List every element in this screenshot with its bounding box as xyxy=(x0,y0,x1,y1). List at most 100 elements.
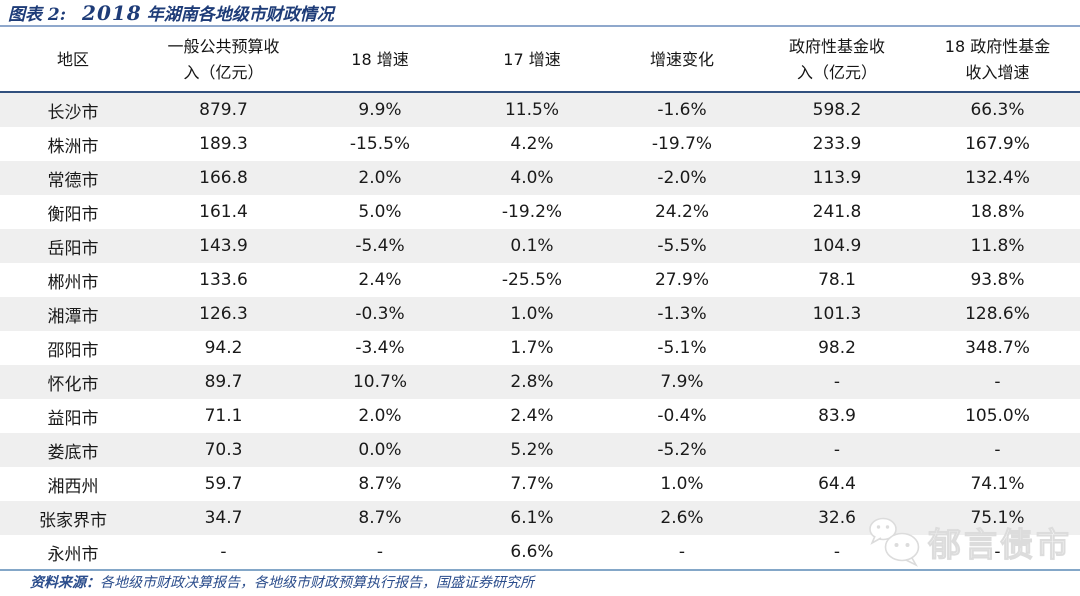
value-cell: 126.3 xyxy=(199,304,248,324)
value-cell: 1.7% xyxy=(510,338,554,358)
region-cell: 株洲市 xyxy=(47,136,99,157)
value-cell: 59.7 xyxy=(204,474,243,494)
value-cell: 89.7 xyxy=(204,372,243,392)
value-cell: -2.0% xyxy=(657,168,707,188)
table-row: 益阳市 71.1 2.0% 2.4% -0.4% 83.9 105.0% xyxy=(0,399,1080,433)
region-cell: 怀化市 xyxy=(47,374,99,395)
value-cell: 132.4% xyxy=(965,168,1030,188)
region-cell: 岳阳市 xyxy=(47,238,99,259)
figure-title: 图表 2: 2018 年湖南各地级市财政情况 xyxy=(8,0,334,26)
value-cell: 2.6% xyxy=(660,508,704,528)
value-cell: 6.1% xyxy=(510,508,554,528)
value-cell: 166.8 xyxy=(199,168,248,188)
value-cell: -0.3% xyxy=(355,304,405,324)
value-cell: 64.4 xyxy=(818,474,856,494)
value-cell: -25.5% xyxy=(501,270,563,290)
region-cell: 永州市 xyxy=(0,535,146,571)
value-cell: - xyxy=(301,535,459,571)
region-cell: 衡阳市 xyxy=(47,204,99,225)
value-cell: 18.8% xyxy=(970,202,1025,222)
value-cell: 71.1 xyxy=(204,406,243,426)
table-body: 长沙市 879.7 9.9% 11.5% -1.6% 598.2 66.3% 株洲市 189.3… xyxy=(0,92,1080,571)
region-cell: 常德市 xyxy=(47,170,99,191)
value-cell: 74.1% xyxy=(970,474,1025,494)
table-row: 郴州市 133.6 2.4% -25.5% 27.9% 78.1 93.8% xyxy=(0,263,1080,297)
source-label: 资料来源： xyxy=(30,575,100,591)
value-cell: 133.6 xyxy=(199,270,248,290)
value-cell: 34.7 xyxy=(204,508,243,528)
value-cell: - xyxy=(605,535,759,571)
value-cell: 128.6% xyxy=(965,304,1030,324)
value-cell: 161.4 xyxy=(199,202,248,222)
value-cell: - xyxy=(994,440,1001,460)
value-cell: - xyxy=(915,535,1080,571)
value-cell: 5.2% xyxy=(510,440,554,460)
figure-title-text: 年湖南各地级市财政情况 xyxy=(146,5,334,25)
value-cell: -5.2% xyxy=(657,440,707,460)
value-cell: 6.6% xyxy=(459,535,605,571)
table-row: 张家界市 34.7 8.7% 6.1% 2.6% 32.6 75.1% xyxy=(0,501,1080,535)
value-cell: 2.4% xyxy=(358,270,402,290)
value-cell: - xyxy=(994,372,1001,392)
value-cell: 2.8% xyxy=(510,372,554,392)
value-cell: 104.9 xyxy=(812,236,862,256)
value-cell: 83.9 xyxy=(818,406,856,426)
column-header-0: 地区 xyxy=(0,28,146,93)
value-cell: 11.8% xyxy=(970,236,1025,256)
table-row: 永州市 - -6.6% - - - xyxy=(0,535,1080,571)
table-row: 湘西州 59.7 8.7% 7.7% 1.0% 64.4 74.1% xyxy=(0,467,1080,501)
value-cell: 2.4% xyxy=(510,406,554,426)
region-cell: 益阳市 xyxy=(47,408,99,429)
value-cell: -5.1% xyxy=(657,338,707,358)
value-cell: 348.7% xyxy=(965,338,1030,358)
value-cell: 7.9% xyxy=(660,372,704,392)
value-cell: 27.9% xyxy=(654,270,709,290)
value-cell: 879.7 xyxy=(199,100,248,120)
region-cell: 郴州市 xyxy=(47,272,99,293)
value-cell: -19.7% xyxy=(651,134,713,154)
value-cell: -19.2% xyxy=(501,202,563,222)
value-cell: 0.0% xyxy=(358,440,402,460)
value-cell: 7.7% xyxy=(510,474,554,494)
value-cell: 189.3 xyxy=(199,134,248,154)
region-cell: 长沙市 xyxy=(47,102,99,123)
value-cell: 24.2% xyxy=(654,202,709,222)
value-cell: 143.9 xyxy=(199,236,248,256)
region-cell: 湘西州 xyxy=(47,476,99,497)
fiscal-table: 地区 一般公共预算收 入（亿元） 18 增速 17 增速 增速变化 政府性基金收 入（亿元… xyxy=(0,28,1080,571)
region-cell: 湘潭市 xyxy=(47,306,99,327)
value-cell: 167.9% xyxy=(965,134,1030,154)
value-cell: 10.7% xyxy=(352,372,407,392)
value-cell: 2.0% xyxy=(358,406,402,426)
value-cell: 66.3% xyxy=(970,100,1025,120)
table-row: 衡阳市 161.4 5.0% -19.2% 24.2% 241.8 18.8% xyxy=(0,195,1080,229)
value-cell: 94.2 xyxy=(204,338,243,358)
table-header-row: 地区 一般公共预算收 入（亿元） 18 增速 17 增速 增速变化 政府性基金收 入（亿元… xyxy=(0,28,1080,93)
column-header-4: 增速变化 xyxy=(605,28,759,93)
value-cell: -3.4% xyxy=(355,338,405,358)
value-cell: 113.9 xyxy=(812,168,862,188)
value-cell: 5.0% xyxy=(358,202,402,222)
column-header-2: 18 增速 xyxy=(301,28,459,93)
value-cell: -1.3% xyxy=(657,304,707,324)
value-cell: - xyxy=(759,535,915,571)
value-cell: -15.5% xyxy=(349,134,411,154)
value-cell: 233.9 xyxy=(812,134,862,154)
table-row: 邵阳市 94.2 -3.4% 1.7% -5.1% 98.2 348.7% xyxy=(0,331,1080,365)
table-row: 岳阳市 143.9 -5.4% 0.1% -5.5% 104.9 11.8% xyxy=(0,229,1080,263)
table-row: 株洲市 189.3 -15.5% 4.2% -19.7% 233.9 167.9% xyxy=(0,127,1080,161)
region-cell: 娄底市 xyxy=(47,442,99,463)
value-cell: 75.1% xyxy=(970,508,1025,528)
region-cell: 邵阳市 xyxy=(47,340,99,361)
value-cell: - xyxy=(833,440,841,460)
source-note: 资料来源：各地级市财政决算报告，各地级市财政预算执行报告，国盛证券研究所 xyxy=(30,572,534,592)
region-cell: 张家界市 xyxy=(39,510,107,531)
table-row: 长沙市 879.7 9.9% 11.5% -1.6% 598.2 66.3% xyxy=(0,92,1080,127)
value-cell: 9.9% xyxy=(358,100,402,120)
value-cell: 8.7% xyxy=(358,508,402,528)
value-cell: 78.1 xyxy=(818,270,856,290)
value-cell: 8.7% xyxy=(358,474,402,494)
value-cell: 93.8% xyxy=(970,270,1025,290)
value-cell: 98.2 xyxy=(818,338,856,358)
